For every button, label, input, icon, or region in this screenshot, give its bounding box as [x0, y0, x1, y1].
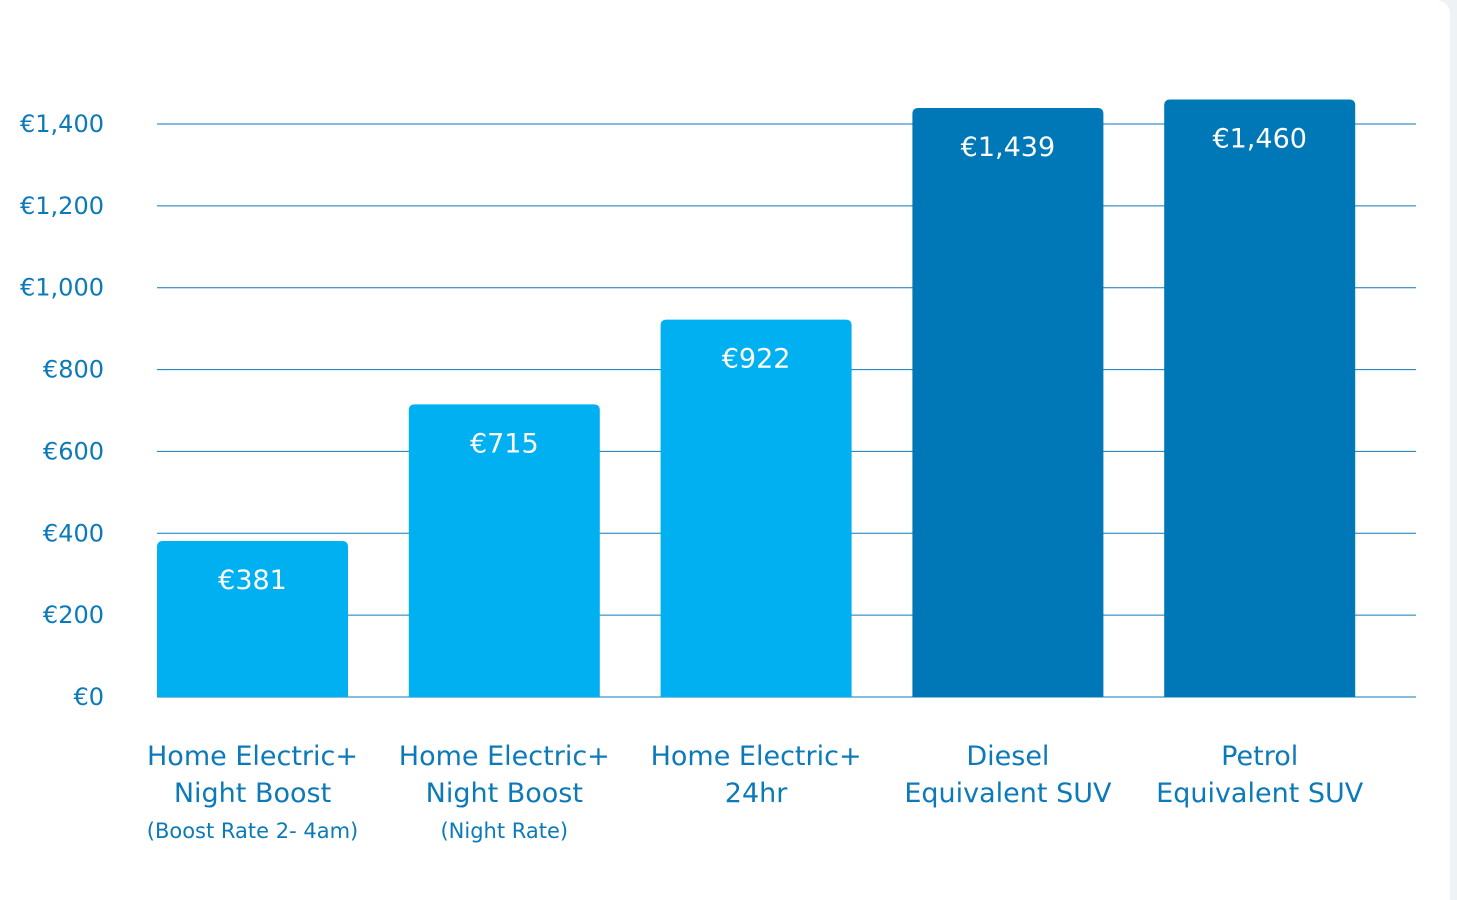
y-tick-label: €200: [43, 601, 104, 629]
bar: [157, 541, 348, 697]
category-label: Equivalent SUV: [1156, 778, 1364, 809]
bar-value-label: €1,439: [961, 132, 1055, 163]
y-axis-ticks: €0 €200 €400 €600 €800 €1,000 €1,200 €1,400: [20, 110, 104, 711]
category-label: Home Electric+: [399, 741, 610, 772]
category-label: Equivalent SUV: [904, 778, 1112, 809]
bar: [408, 404, 600, 697]
y-tick-label: €1,200: [20, 192, 104, 220]
y-tick-label: €1,400: [20, 110, 104, 138]
bar-value-label: €715: [470, 428, 539, 459]
bars: [157, 99, 1356, 698]
category-labels: Home Electric+ Night Boost (Boost Rate 2- …: [147, 741, 1364, 843]
category-label: (Night Rate): [440, 819, 568, 843]
bar: [660, 319, 852, 697]
y-tick-label: €400: [43, 519, 104, 547]
category-label: Night Boost: [426, 778, 583, 809]
y-tick-label: €800: [43, 356, 104, 384]
category-label: Petrol: [1221, 741, 1298, 772]
bar-value-label: €1,460: [1212, 123, 1306, 154]
y-tick-label: €0: [73, 683, 104, 711]
data-labels: €381 €715 €922 €1,439 €1,460: [218, 123, 1307, 596]
bar: [912, 108, 1104, 698]
category-label: Home Electric+: [651, 741, 862, 772]
bar: [1164, 99, 1356, 697]
bar-value-label: €922: [722, 344, 791, 375]
category-label: (Boost Rate 2- 4am): [147, 819, 358, 843]
bar-chart: €0 €200 €400 €600 €800 €1,000 €1,200 €1,400 €38…: [20, 99, 1416, 843]
category-label: Diesel: [966, 741, 1049, 772]
y-tick-label: €1,000: [20, 274, 104, 302]
category-label: Night Boost: [174, 778, 331, 809]
category-label: Home Electric+: [147, 741, 358, 772]
y-tick-label: €600: [43, 437, 104, 465]
bar-value-label: €381: [218, 565, 287, 596]
category-label: 24hr: [725, 778, 788, 809]
